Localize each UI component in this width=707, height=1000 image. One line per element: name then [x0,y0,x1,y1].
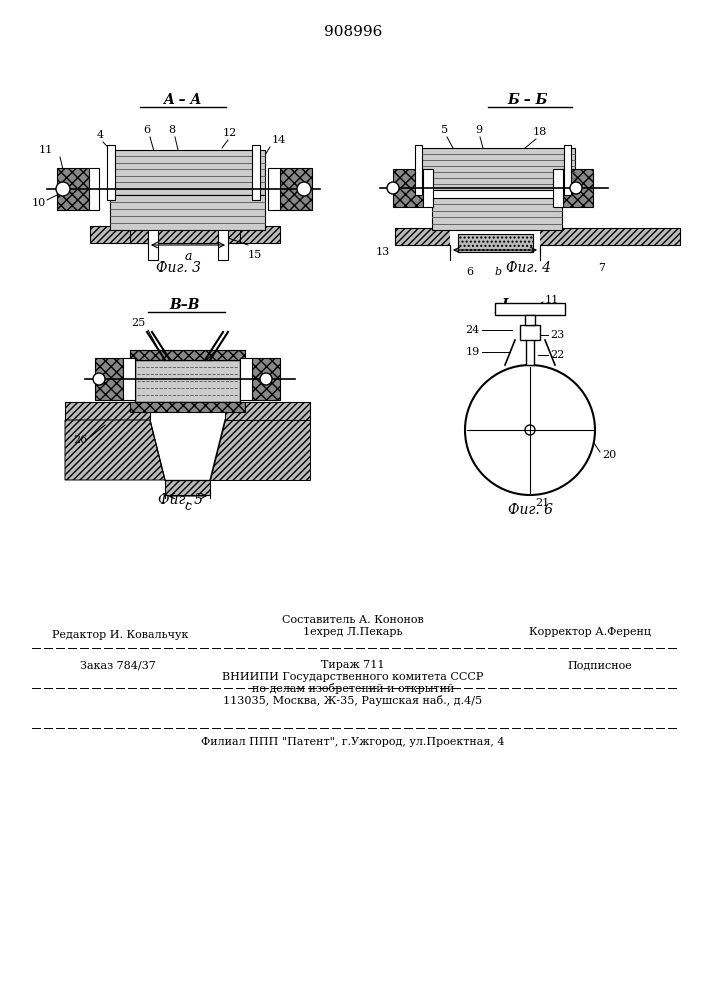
Bar [495,303,565,315]
Bar [395,228,680,245]
Circle shape [260,373,272,385]
Text: 14: 14 [272,135,286,145]
Bar [423,169,433,207]
Text: c: c [184,500,191,513]
Text: 23: 23 [550,330,564,340]
Bar [526,315,534,365]
Text: 22: 22 [550,350,564,360]
Text: Фиг. 6: Фиг. 6 [508,503,552,517]
Bar [110,195,265,230]
Text: Фиг. 4: Фиг. 4 [506,261,551,275]
Bar [57,168,89,210]
Text: Тираж 711: Тираж 711 [321,660,385,670]
Text: 15: 15 [248,250,262,260]
Bar [553,169,563,207]
Bar [148,225,158,260]
Text: A – A: A – A [163,93,201,107]
Circle shape [525,425,535,435]
Text: по делам изобретений и открытий: по делам изобретений и открытий [252,684,454,694]
Text: Редактор И. Ковальчук: Редактор И. Ковальчук [52,630,188,640]
Bar [130,402,245,412]
Text: 1ехред Л.Пекарь: 1ехред Л.Пекарь [303,627,403,637]
Circle shape [297,182,311,196]
Circle shape [93,373,105,385]
Text: 6: 6 [144,125,151,135]
Text: Корректор А.Ференц: Корректор А.Ференц [529,627,651,637]
Text: I: I [502,298,508,312]
Text: Б – Б: Б – Б [508,93,548,107]
Bar [123,358,135,400]
Text: 13: 13 [375,247,390,257]
Polygon shape [65,420,165,480]
Text: 4: 4 [96,130,103,140]
Bar [225,402,310,420]
Circle shape [465,365,595,495]
Text: В–В: В–В [170,298,200,312]
Text: 908996: 908996 [324,25,382,39]
Text: 24: 24 [466,325,480,335]
Bar [130,226,240,243]
Text: 11: 11 [39,145,53,155]
Bar [107,145,115,200]
Bar [415,145,422,195]
Text: b: b [494,267,501,277]
Text: 19: 19 [466,347,480,357]
Bar [393,169,423,207]
Bar [563,169,593,207]
Bar [89,168,99,210]
Circle shape [56,182,70,196]
Text: Заказ 784/37: Заказ 784/37 [80,660,156,670]
Bar [135,360,240,402]
Bar [252,145,260,200]
Bar [218,225,228,260]
Bar [110,150,265,195]
Text: Подписное: Подписное [568,660,632,670]
Circle shape [570,182,582,194]
Text: Фиг. 3: Фиг. 3 [156,261,201,275]
Bar [65,402,150,420]
Text: 5: 5 [441,125,448,135]
Text: 9: 9 [475,125,483,135]
Bar [520,325,540,340]
Text: 113035, Москва, Ж-35, Раушская наб., д.4/5: 113035, Москва, Ж-35, Раушская наб., д.4… [223,696,483,706]
Text: 11: 11 [545,295,559,305]
Bar [90,226,280,243]
Text: 10: 10 [32,198,46,208]
Text: 6: 6 [467,267,474,277]
Bar [432,198,562,230]
Text: 20: 20 [602,450,617,460]
Bar [95,358,123,400]
Text: 12: 12 [223,128,237,138]
Bar [525,315,535,325]
Bar [564,145,571,195]
Bar [268,168,280,210]
Bar [130,350,245,360]
Text: Составитель А. Кононов: Составитель А. Кононов [282,615,424,625]
Text: 26: 26 [74,435,88,445]
Bar [240,358,252,400]
Bar [450,228,540,260]
Text: ВНИИПИ Государственного комитета СССР: ВНИИПИ Государственного комитета СССР [222,672,484,682]
Text: 7: 7 [598,263,605,273]
Text: a: a [185,250,192,263]
Bar [165,480,210,495]
Bar [420,148,575,190]
Polygon shape [210,420,310,480]
Text: 25: 25 [131,318,145,328]
Bar [458,234,533,252]
Text: Филиал ППП "Патент", г.Ужгород, ул.Проектная, 4: Филиал ППП "Патент", г.Ужгород, ул.Проек… [201,737,505,747]
Text: 8: 8 [168,125,175,135]
Text: 18: 18 [533,127,547,137]
Text: Фиг. 5: Фиг. 5 [158,493,202,507]
Bar [252,358,280,400]
Text: 21: 21 [535,498,549,508]
Bar [280,168,312,210]
Circle shape [387,182,399,194]
